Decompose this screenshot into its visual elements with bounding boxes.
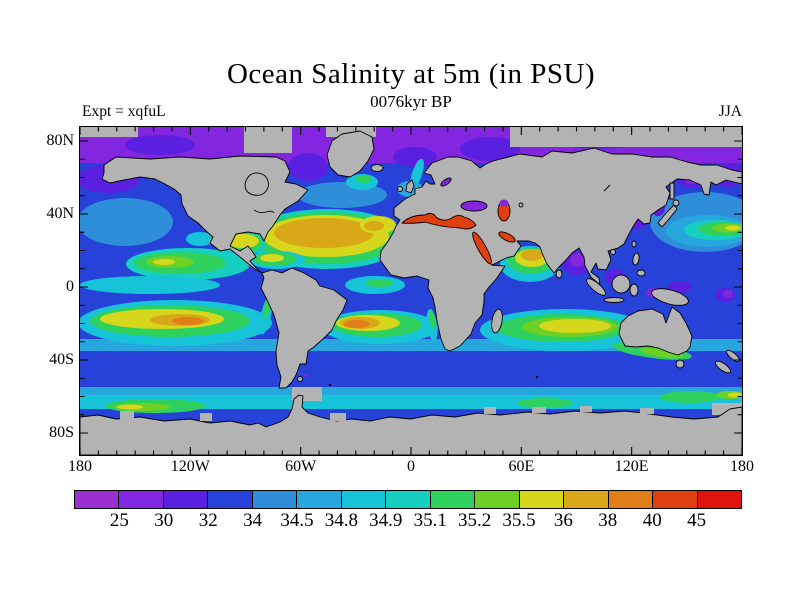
colorbar-segment [75,491,119,508]
land-masses [79,126,742,455]
colorbar-segment [474,491,519,508]
colorbar-segment [696,491,742,508]
lat-tick-label: 40N [46,205,74,222]
kerguelen-island [535,375,538,378]
java [603,296,624,303]
antarctica [79,394,742,455]
axis-ticks [79,126,742,455]
lon-tick-label: 180 [730,458,754,475]
hainan [609,248,616,255]
colorbar-segment [518,491,564,508]
world-map-plot [78,125,743,456]
lake-baikal-outline [603,184,610,191]
colorbar-tick-label: 40 [642,510,662,531]
madagascar [490,308,503,333]
colorbar-tick-label: 25 [109,510,129,531]
greenland [326,130,374,177]
colorbar-tick-label: 36 [553,510,573,531]
falkland-islands [296,375,303,382]
colorbar-segment [563,491,608,508]
sakhalin [669,182,674,199]
black-sea [460,200,487,211]
caspian-sea-north [499,199,508,206]
mediterranean-sea [401,212,476,229]
aral-sea-outline [518,202,523,207]
colorbar-tick-label: 35.2 [457,510,492,531]
sumatra [585,277,606,296]
iceland [370,163,383,172]
baltic-sea [439,177,452,186]
new-guinea [650,287,689,306]
colorbar-segment [251,491,297,508]
colorbar-segment [429,491,475,508]
lon-tick-label: 180 [68,458,92,475]
south-america [260,267,347,388]
lon-tick-label: 60E [508,458,535,475]
colorbar-tick-label: 34.5 [280,510,314,531]
season-label: JJA [718,103,742,120]
page-title: Ocean Salinity at 5m (in PSU) [226,58,596,90]
tick-marks [79,126,742,455]
colorbar-tick-label: 34 [243,510,263,531]
colorbar-segment [607,491,653,508]
north-america [101,155,308,273]
inland-seas [401,177,516,264]
colorbar-tick-label: 38 [598,510,618,531]
greenland-north-cap [325,126,376,137]
lon-tick-label: 0 [407,458,415,475]
lon-tick-label: 120W [170,458,210,475]
colorbar-segment [207,491,252,508]
colorbar-segment [162,491,208,508]
colorbar-tick-label: 35.5 [502,510,536,531]
ireland [396,185,403,192]
taiwan [631,240,636,247]
australia [618,306,692,355]
canadian-archipelago [243,126,292,153]
japan [657,204,677,227]
new-zealand-north [725,349,740,362]
colorbar-segment [296,491,341,508]
lat-tick-label: 80N [46,132,74,149]
borneo [611,274,630,293]
tasmania [675,359,684,368]
lat-tick-label: 40S [49,351,74,368]
hokkaido [672,199,679,206]
plot-subtitle: 0076kyr BP [370,92,452,111]
hudson-bay-outline [244,172,269,196]
mindanao [636,269,645,276]
colorbar-segment [652,491,697,508]
experiment-label: Expt = xqfuL [82,103,166,120]
great-lakes-outline [253,209,274,213]
colorbar-tick-label: 34.8 [324,510,359,531]
luzon [631,252,640,265]
colorbar-tick-label: 32 [198,510,218,531]
sulawesi [629,283,638,296]
siberia-arctic-cap [509,126,742,147]
persian-gulf [497,230,516,243]
lon-tick-label: 60W [285,458,317,475]
lat-tick-label: 0 [66,278,74,295]
colorbar-tick-label: 30 [154,510,174,531]
sri-lanka [555,269,562,278]
lat-tick-label: 80S [49,424,74,441]
lon-tick-label: 120E [614,458,649,475]
arctic-cap-west [79,126,138,137]
new-zealand-south [714,360,731,373]
red-sea [471,231,492,264]
south-georgia-island [328,383,331,386]
colorbar-segment [385,491,430,508]
colorbar-tick-label: 35.1 [413,510,447,531]
colorbar-segment [118,491,163,508]
colorbar-tick-label: 34.9 [369,510,403,531]
colorbar-segment [340,491,386,508]
colorbar-tick-label: 45 [687,510,707,531]
great-britain [405,179,414,193]
colorbar [74,490,742,509]
